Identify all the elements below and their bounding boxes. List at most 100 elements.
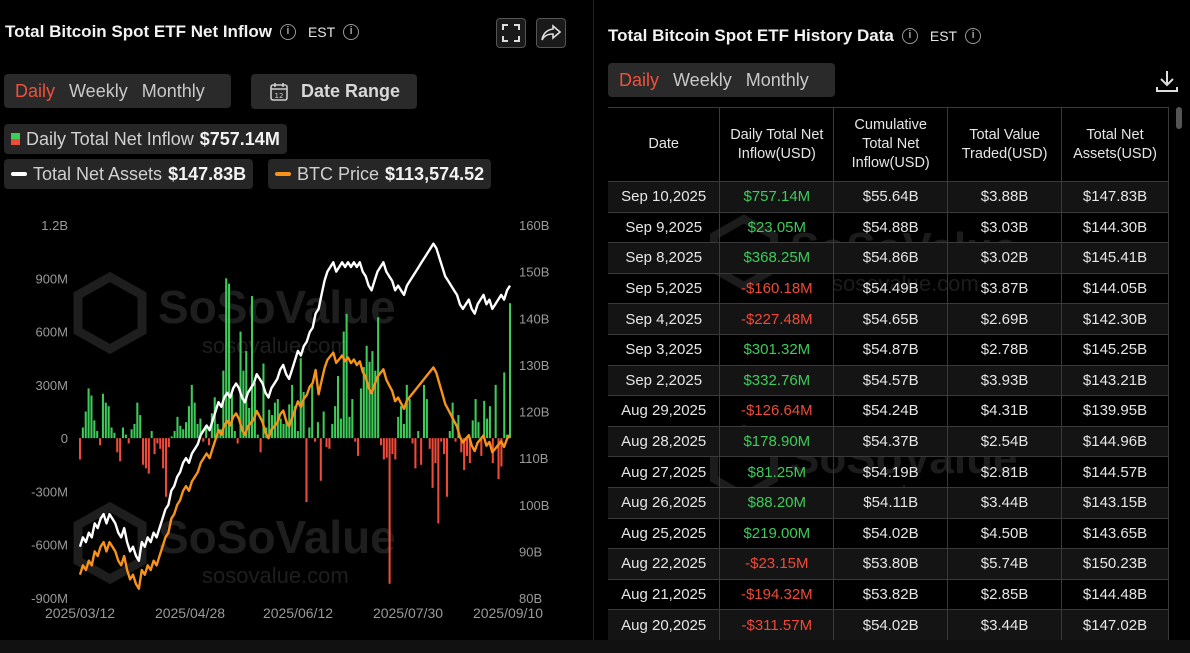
- table-row[interactable]: Aug 22,2025 -$23.15M $53.80B $5.74B $150.23B: [608, 548, 1169, 580]
- inflow-bar: [182, 429, 185, 439]
- svg-text:12: 12: [275, 92, 284, 100]
- inflow-bar: [314, 438, 317, 442]
- tab-daily[interactable]: Daily: [619, 69, 660, 90]
- watermark-url: sosovalue.com: [202, 333, 349, 358]
- share-icon[interactable]: [536, 18, 566, 48]
- download-icon[interactable]: [1154, 68, 1180, 94]
- inflow-bar: [87, 388, 90, 439]
- timezone-info-icon[interactable]: i: [343, 24, 360, 40]
- inflow-bar: [130, 429, 133, 439]
- info-icon[interactable]: i: [279, 24, 296, 40]
- inflow-bar: [362, 367, 365, 439]
- table-row[interactable]: Aug 20,2025 -$311.57M $54.02B $3.44B $147.02…: [608, 609, 1169, 641]
- table-cell: $143.21B: [1061, 365, 1169, 397]
- y-right-tick-label: 80B: [519, 591, 542, 606]
- table-row[interactable]: Sep 8,2025 $368.25M $54.86B $3.02B $145.41B: [608, 242, 1169, 274]
- table-cell: Sep 8,2025: [608, 242, 721, 274]
- scrollbar[interactable]: [1176, 107, 1182, 129]
- table-row[interactable]: Sep 10,2025 $757.14M $55.64B $3.88B $147.83B: [608, 181, 1169, 213]
- table-cell: $147.02B: [1061, 609, 1169, 641]
- table-cell: Aug 25,2025: [608, 518, 721, 550]
- table-cell: $368.25M: [719, 242, 835, 274]
- inflow-bar: [382, 438, 385, 460]
- inflow-bar: [428, 438, 431, 449]
- inflow-bar: [316, 422, 319, 439]
- table-row[interactable]: Aug 26,2025 $88.20M $54.11B $3.44B $143.15B: [608, 487, 1169, 519]
- inflow-bar: [351, 399, 354, 439]
- table-row[interactable]: Sep 2,2025 $332.76M $54.57B $3.93B $143.21B: [608, 365, 1169, 397]
- table-row[interactable]: Aug 29,2025 -$126.64M $54.24B $4.31B $139.95…: [608, 395, 1169, 427]
- inflow-bar: [434, 438, 437, 464]
- inflow-bar: [250, 296, 254, 439]
- column-header: Date: [608, 107, 721, 182]
- table-cell: $54.88B: [833, 212, 949, 244]
- table-cell: $81.25M: [719, 456, 835, 488]
- table-cell: $53.82B: [833, 579, 949, 611]
- table-row[interactable]: Aug 27,2025 $81.25M $54.19B $2.81B $144.57B: [608, 456, 1169, 488]
- inflow-bar: [179, 425, 182, 439]
- table-row[interactable]: Aug 28,2025 $178.90M $54.37B $2.54B $144.96B: [608, 426, 1169, 458]
- table-row[interactable]: Sep 5,2025 -$160.18M $54.49B $3.87B $144.05B: [608, 273, 1169, 305]
- column-header: Total Net Assets(USD): [1061, 107, 1169, 182]
- inflow-bar: [259, 438, 262, 453]
- tab-monthly[interactable]: Monthly: [745, 69, 809, 90]
- inflow-bar: [239, 331, 242, 439]
- table-cell: $3.93B: [947, 365, 1063, 397]
- info-icon[interactable]: i: [901, 28, 918, 44]
- inflow-bar: [397, 416, 400, 439]
- inflow-bar: [503, 372, 506, 439]
- inflow-bar: [480, 438, 483, 456]
- table-cell: $3.87B: [947, 273, 1063, 305]
- history-title-row: Total Bitcoin Spot ETF History Data i ES…: [608, 26, 982, 46]
- table-cell: $3.02B: [947, 242, 1063, 274]
- table-cell: Aug 27,2025: [608, 456, 721, 488]
- tab-weekly[interactable]: Weekly: [69, 80, 128, 101]
- inflow-bar: [379, 438, 383, 446]
- timezone-info-icon[interactable]: i: [965, 28, 982, 44]
- legend-total-assets[interactable]: Total Net Assets $147.83B: [4, 159, 254, 189]
- table-cell: $54.87B: [833, 334, 949, 366]
- inflow-bar: [334, 406, 337, 439]
- net-inflow-title: Total Bitcoin Spot ETF Net Inflow: [5, 22, 272, 41]
- inflow-bar: [477, 422, 480, 439]
- inflow-bar: [305, 438, 308, 503]
- inflow-bar: [113, 432, 116, 439]
- inflow-bar: [454, 438, 457, 442]
- x-tick-label: 2025/07/30: [373, 605, 443, 621]
- line-swatch-icon: [11, 172, 27, 176]
- table-row[interactable]: Sep 4,2025 -$227.48M $54.65B $2.69B $142.30B: [608, 303, 1169, 335]
- table-cell: Aug 28,2025: [608, 426, 721, 458]
- table-row[interactable]: Aug 25,2025 $219.00M $54.02B $4.50B $143.65B: [608, 518, 1169, 550]
- column-header: Daily Total Net Inflow(USD): [719, 107, 835, 182]
- inflow-bar: [331, 423, 334, 439]
- table-row[interactable]: Sep 9,2025 $23.05M $54.88B $3.03B $144.30B: [608, 212, 1169, 244]
- table-cell: $219.00M: [719, 518, 835, 550]
- inflow-bar: [124, 434, 127, 439]
- inflow-bar: [299, 358, 302, 439]
- inflow-bar: [388, 438, 391, 584]
- legend-btc-price[interactable]: BTC Price $113,574.52: [268, 159, 492, 189]
- watermark-url: sosovalue.com: [202, 563, 349, 588]
- inflow-bar: [457, 415, 460, 439]
- legend-daily-inflow[interactable]: Daily Total Net Inflow $757.14M: [4, 124, 287, 154]
- x-tick-label: 2025/04/28: [155, 605, 225, 621]
- inflow-bar: [408, 399, 411, 439]
- inflow-bar: [319, 438, 322, 481]
- tab-daily[interactable]: Daily: [15, 80, 56, 101]
- y-right-tick-label: 160B: [519, 218, 549, 233]
- tab-monthly[interactable]: Monthly: [141, 80, 205, 101]
- table-cell: $144.48B: [1061, 579, 1169, 611]
- history-table: Date Daily Total Net Inflow(USD) Cumulativ…: [608, 107, 1169, 641]
- inflow-bar: [119, 438, 122, 462]
- net-inflow-chart[interactable]: SoSoValuesosovalue.comSoSoValuesosovalue…: [0, 205, 585, 625]
- y-right-axis: 160B 150B 140B 130B 120B 110B 100B 90B 80B: [519, 218, 549, 606]
- tab-weekly[interactable]: Weekly: [673, 69, 732, 90]
- fullscreen-icon[interactable]: [496, 18, 526, 48]
- table-row[interactable]: Aug 21,2025 -$194.32M $53.82B $2.85B $144.48…: [608, 579, 1169, 611]
- table-row[interactable]: Sep 3,2025 $301.32M $54.87B $2.78B $145.25B: [608, 334, 1169, 366]
- table-cell: $54.02B: [833, 518, 949, 550]
- date-range-button[interactable]: 12 Date Range: [251, 74, 417, 109]
- inflow-bar: [391, 438, 394, 455]
- inflow-bar: [448, 431, 451, 439]
